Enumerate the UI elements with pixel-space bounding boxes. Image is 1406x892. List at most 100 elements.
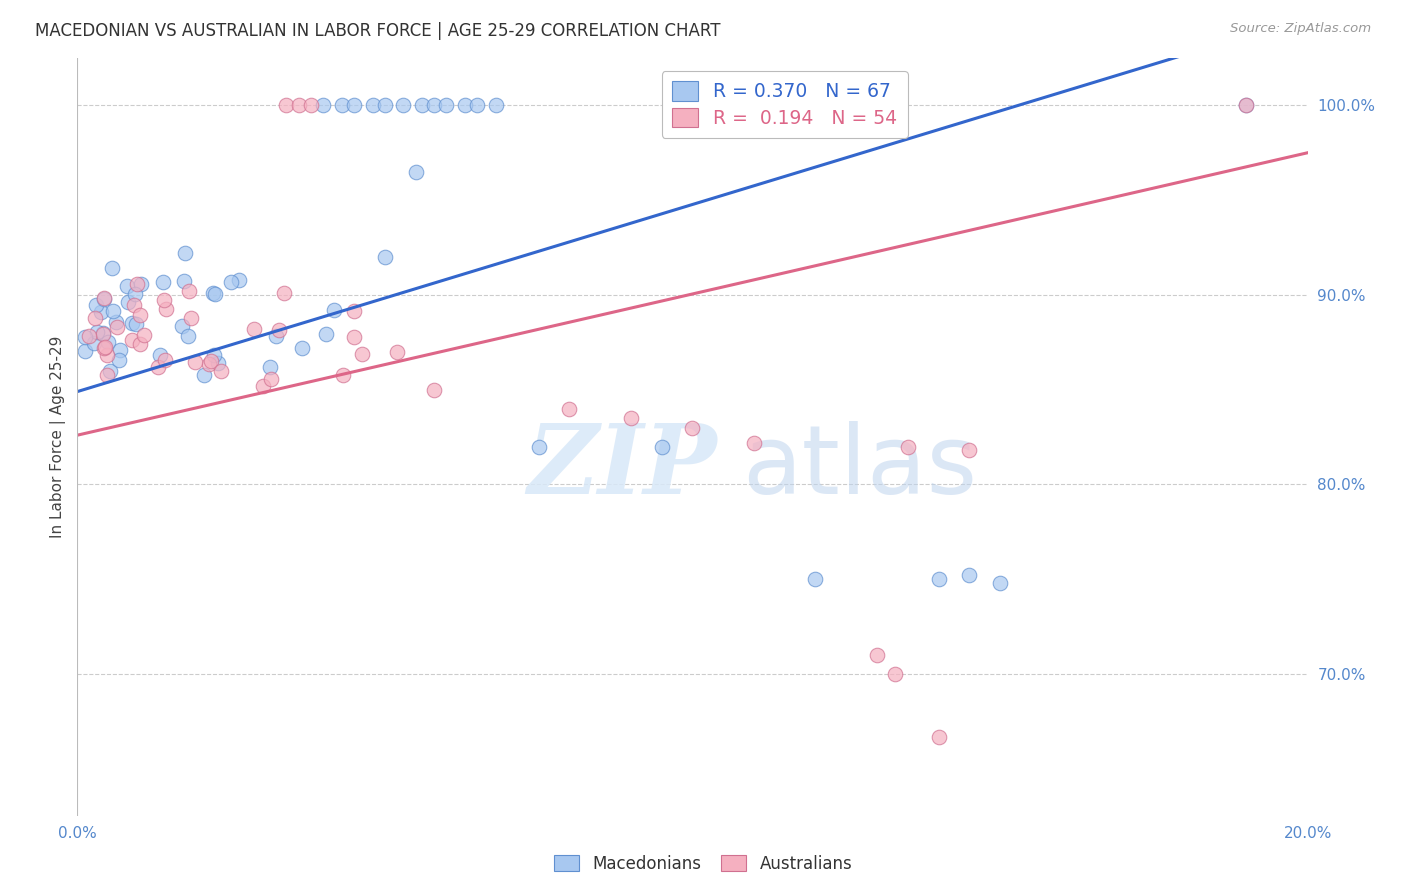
Point xyxy=(107,353,129,368)
Point xyxy=(485,98,508,112)
Point xyxy=(94,340,117,354)
Legend: R = 0.370   N = 67, R =  0.194   N = 54: R = 0.370 N = 67, R = 0.194 N = 54 xyxy=(662,71,908,138)
Point xyxy=(866,648,889,662)
Point xyxy=(252,379,274,393)
Point xyxy=(177,329,200,343)
Point xyxy=(122,298,145,312)
Point xyxy=(96,334,118,349)
Point xyxy=(200,354,222,368)
Point xyxy=(385,344,409,359)
Point xyxy=(312,98,335,112)
Point xyxy=(202,348,225,362)
Point xyxy=(90,304,112,318)
Point xyxy=(323,302,346,317)
Point xyxy=(332,368,354,382)
Point xyxy=(742,435,765,450)
Text: MACEDONIAN VS AUSTRALIAN IN LABOR FORCE | AGE 25-29 CORRELATION CHART: MACEDONIAN VS AUSTRALIAN IN LABOR FORCE … xyxy=(35,22,721,40)
Point xyxy=(98,363,121,377)
Point xyxy=(146,360,169,375)
Point xyxy=(201,286,224,301)
Point xyxy=(124,286,146,301)
Point xyxy=(558,401,581,416)
Point xyxy=(405,164,427,178)
Point xyxy=(121,333,143,347)
Point xyxy=(361,98,384,112)
Point xyxy=(988,576,1011,591)
Text: ZIP: ZIP xyxy=(527,420,717,515)
Point xyxy=(129,337,152,351)
Point xyxy=(423,98,446,112)
Point xyxy=(127,277,149,291)
Point xyxy=(1234,98,1257,112)
Point xyxy=(299,98,322,112)
Point xyxy=(129,277,152,291)
Point xyxy=(211,364,233,378)
Point xyxy=(93,341,115,355)
Point xyxy=(264,329,287,343)
Point xyxy=(957,443,980,458)
Point xyxy=(269,323,291,337)
Point xyxy=(177,284,200,298)
Point xyxy=(897,440,920,454)
Point xyxy=(288,98,311,112)
Point xyxy=(207,356,229,370)
Point xyxy=(153,293,176,308)
Point xyxy=(91,326,114,340)
Point xyxy=(276,98,298,112)
Point xyxy=(110,343,132,358)
Point xyxy=(374,250,396,264)
Point xyxy=(124,317,146,331)
Point xyxy=(343,303,366,318)
Point xyxy=(243,322,266,336)
Point xyxy=(436,98,458,112)
Text: atlas: atlas xyxy=(742,421,977,514)
Point xyxy=(152,275,174,289)
Point xyxy=(411,98,433,112)
Point xyxy=(173,274,195,288)
Point xyxy=(374,98,396,112)
Point xyxy=(423,383,446,397)
Point xyxy=(804,572,827,586)
Point xyxy=(928,730,950,744)
Point xyxy=(155,352,177,367)
Point xyxy=(928,572,950,586)
Point xyxy=(96,368,118,382)
Point xyxy=(330,98,353,112)
Point xyxy=(117,294,139,309)
Point xyxy=(454,98,477,112)
Point xyxy=(527,440,550,454)
Point xyxy=(392,98,415,112)
Point xyxy=(75,344,97,359)
Point xyxy=(128,308,150,322)
Point xyxy=(91,326,114,341)
Point xyxy=(290,341,312,355)
Point xyxy=(149,348,172,362)
Point xyxy=(84,298,107,312)
Point xyxy=(343,329,366,343)
Point xyxy=(174,245,197,260)
Point xyxy=(115,279,138,293)
Point xyxy=(884,667,907,681)
Point xyxy=(172,319,194,334)
Point xyxy=(105,320,128,334)
Point xyxy=(93,292,115,306)
Point xyxy=(101,304,124,318)
Point xyxy=(1234,98,1257,112)
Point xyxy=(155,302,177,317)
Point xyxy=(83,310,105,325)
Point xyxy=(75,330,97,344)
Point xyxy=(93,292,115,306)
Point xyxy=(221,275,243,289)
Point xyxy=(651,440,673,454)
Point xyxy=(620,411,643,425)
Point xyxy=(343,98,366,112)
Point xyxy=(957,568,980,582)
Point xyxy=(259,360,281,375)
Point xyxy=(350,346,373,360)
Y-axis label: In Labor Force | Age 25-29: In Labor Force | Age 25-29 xyxy=(51,336,66,538)
Point xyxy=(260,372,283,386)
Point xyxy=(193,368,215,382)
Point xyxy=(121,316,143,330)
Point xyxy=(682,420,704,434)
Point xyxy=(86,326,108,340)
